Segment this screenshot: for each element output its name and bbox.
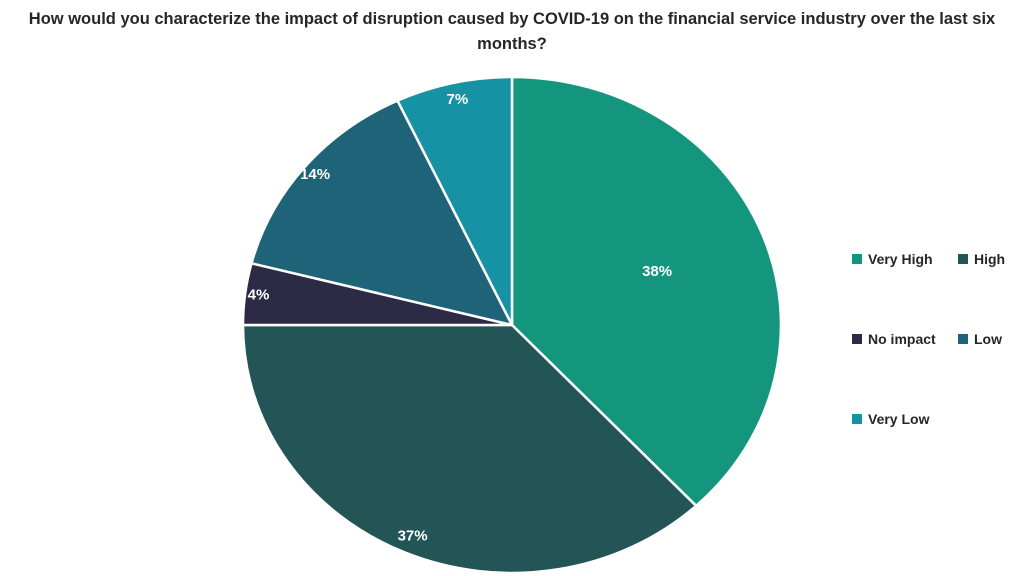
pie-slice-label-very-high: 38%	[642, 263, 672, 280]
legend-label: High	[974, 251, 1006, 267]
legend-item-no-impact: No impact	[852, 331, 936, 347]
pie-slice-label-high: 37%	[398, 528, 428, 545]
pie-slice-high	[241, 323, 698, 575]
legend-item-high: High	[958, 251, 1005, 267]
pie-slice-very-high	[510, 75, 783, 508]
legend-label: No impact	[868, 331, 936, 347]
legend-label: Low	[974, 331, 1002, 347]
pie-slice-label-low: 14%	[300, 166, 330, 183]
legend-item-low: Low	[958, 331, 1002, 347]
legend-item-very-low: Very Low	[852, 411, 929, 427]
legend: Very High High No impact Low Very Low	[852, 251, 1005, 491]
legend-label: Very High	[868, 251, 933, 267]
legend-swatch-icon	[958, 334, 968, 344]
pie-slice-label-no-impact: 4%	[248, 286, 270, 303]
pie-slice-low	[250, 99, 514, 327]
legend-item-very-high: Very High	[852, 251, 933, 267]
pie-slice-very-low	[396, 75, 514, 327]
legend-swatch-icon	[852, 414, 862, 424]
pie-slice-label-very-low: 7%	[447, 91, 469, 108]
legend-swatch-icon	[852, 254, 862, 264]
chart-title: How would you characterize the impact of…	[28, 10, 996, 53]
legend-swatch-icon	[958, 254, 968, 264]
legend-swatch-icon	[852, 334, 862, 344]
legend-label: Very Low	[868, 411, 930, 427]
